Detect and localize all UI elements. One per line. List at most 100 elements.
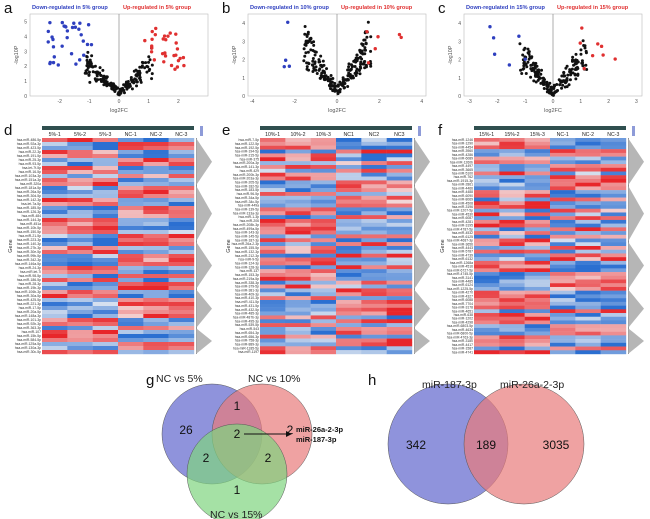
- heatmap-cell: [575, 231, 601, 236]
- heatmap-row-label: hsa-miR-8069: [452, 198, 473, 202]
- volcano-point-down: [491, 36, 496, 40]
- heatmap-cell: [524, 208, 551, 213]
- heatmap-cell: [336, 288, 362, 293]
- heatmap-gene-axis-label: Gene: [8, 239, 14, 252]
- heatmap-cell: [474, 145, 500, 150]
- heatmap-row-label: hsa-miR-449a: [238, 204, 259, 208]
- heatmap-column-label: NC1: [343, 132, 353, 138]
- volcano-point-down: [492, 52, 497, 56]
- heatmap-row-label: hsa-miR-92b-3p: [17, 322, 41, 326]
- heatmap-cell: [42, 218, 68, 223]
- heatmap-cell: [361, 330, 387, 335]
- heatmap-cell: [310, 242, 337, 247]
- volcano-point-neutral: [583, 46, 587, 50]
- heatmap-cell: [118, 310, 144, 315]
- heatmap-row-label: hsa-miR-26a-5p: [17, 190, 41, 194]
- volcano-point-neutral: [369, 49, 373, 53]
- heatmap-cell: [92, 226, 119, 231]
- heatmap-cell: [92, 238, 119, 243]
- heatmap-cell: [524, 253, 551, 258]
- volcano-x-tick-label: -1: [87, 99, 92, 105]
- heatmap-cell: [550, 257, 576, 262]
- heatmap-cell: [310, 226, 337, 231]
- heatmap-cell: [67, 298, 93, 303]
- heatmap-row-label: hsa-miR-19b-3p: [17, 286, 41, 290]
- volcano-point-neutral: [545, 80, 549, 84]
- heatmap-cell: [92, 306, 119, 311]
- heatmap-cell: [600, 324, 627, 329]
- heatmap-row-label: hsa-miR-10b-5p: [17, 226, 41, 230]
- heatmap-cell: [118, 306, 144, 311]
- heatmap-row-label: hsa-miR-758-3p: [235, 339, 259, 343]
- heatmap-cell: [42, 154, 68, 159]
- heatmap-cell: [499, 205, 525, 209]
- heatmap-cell: [474, 324, 500, 329]
- heatmap-row-label: hsa-miR-431-5p: [235, 304, 259, 308]
- volcano-point-down: [77, 27, 81, 31]
- heatmap-cell: [143, 222, 169, 227]
- heatmap-cell: [260, 168, 286, 173]
- volcano-point-up: [150, 29, 154, 34]
- volcano-point-neutral: [348, 68, 352, 72]
- volcano-point-up: [613, 57, 617, 61]
- heatmap-cell: [260, 234, 286, 239]
- heatmap-row-label: hsa-miR-20a-5p: [17, 310, 41, 314]
- heatmap-cell: [550, 342, 576, 347]
- heatmap-cell: [67, 242, 93, 247]
- volcano-point-neutral: [333, 81, 337, 85]
- volcano-point-neutral: [96, 78, 100, 82]
- heatmap-cell: [575, 260, 601, 265]
- venn-set-label-nc-vs-10: NC vs 10%: [248, 374, 301, 385]
- heatmap-cell: [310, 211, 337, 216]
- heatmap-cell: [118, 250, 144, 255]
- heatmap-cell: [118, 318, 144, 323]
- heatmap-row-label: hsa-miR-375: [240, 157, 260, 161]
- heatmap-cell: [168, 150, 195, 155]
- volcano-point-neutral: [527, 52, 531, 56]
- heatmap-cell: [336, 303, 362, 308]
- heatmap-cell: [67, 258, 93, 263]
- volcano-plot-5pct: Down-regulated in 5% group Up-regulated i…: [14, 5, 209, 114]
- volcano-up-title: Up-regulated in 15% group: [557, 5, 629, 11]
- heatmap-cell: [67, 322, 93, 327]
- heatmap-cell: [168, 238, 195, 243]
- heatmap-cell: [550, 197, 576, 202]
- heatmap-cell: [600, 171, 627, 176]
- heatmap-row-label: hsa-miR-4327: [452, 294, 473, 298]
- heatmap-cell: [67, 278, 93, 283]
- heatmap-cell: [524, 298, 551, 303]
- heatmap-cell: [386, 346, 413, 351]
- heatmap-cell: [550, 290, 576, 295]
- heatmap-cell: [143, 294, 169, 299]
- heatmap-cell: [550, 298, 576, 303]
- heatmap-cell: [118, 338, 144, 343]
- heatmap-dendrogram-branch: [414, 289, 430, 329]
- heatmap-cell: [550, 316, 576, 321]
- heatmap-cell: [524, 160, 551, 165]
- heatmap-row-label: hsa-miR-4281: [452, 220, 473, 224]
- heatmap-cell: [474, 231, 500, 236]
- volcano-y-tick-label: 1: [458, 76, 461, 82]
- volcano-point-neutral: [127, 84, 131, 88]
- volcano-point-neutral: [542, 80, 546, 84]
- heatmap-cell: [67, 282, 93, 287]
- volcano-point-neutral: [568, 70, 572, 74]
- volcano-point-up: [143, 38, 147, 43]
- heatmap-cell: [499, 335, 525, 340]
- heatmap-dendrogram-branch: [196, 328, 212, 354]
- volcano-point-neutral: [147, 60, 151, 64]
- heatmap-cell: [143, 162, 169, 167]
- volcano-point-neutral: [363, 52, 367, 56]
- heatmap-row-label: hsa-miR-144-3p: [17, 218, 41, 222]
- volcano-y-tick-label: 2: [242, 58, 245, 64]
- heatmap-cell: [474, 268, 500, 273]
- heatmap-cell: [260, 219, 286, 224]
- heatmap-cell: [575, 249, 601, 254]
- heatmap-cell: [285, 234, 311, 239]
- heatmap-row-label: hsa-miR-4634: [452, 328, 473, 332]
- volcano-point-neutral: [574, 77, 578, 81]
- venn-callout-line-2: miR-187-3p: [296, 435, 337, 444]
- heatmap-cell: [600, 350, 627, 355]
- heatmap-cell: [361, 280, 387, 285]
- heatmap-row-label: hsa-miR-181a-5p: [15, 186, 41, 190]
